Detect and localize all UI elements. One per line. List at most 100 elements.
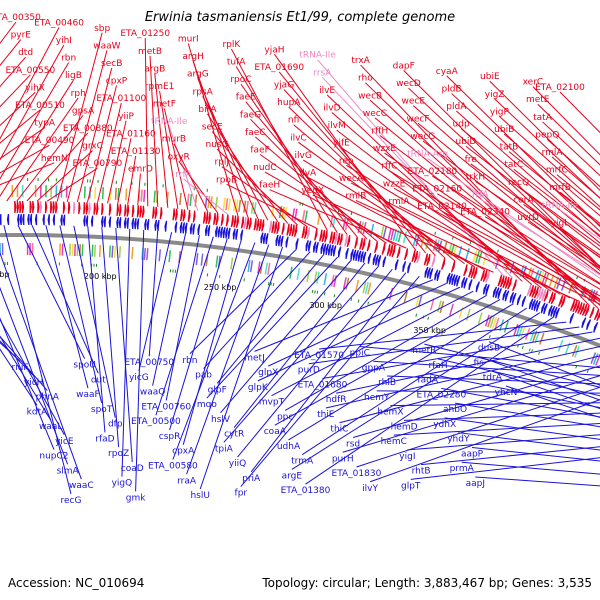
leader-line	[0, 317, 55, 450]
cog-block	[153, 190, 156, 203]
gene-label: hemC	[381, 437, 407, 447]
gene-label: mrfB	[549, 183, 571, 193]
cog-block	[382, 226, 387, 239]
leader-line	[331, 112, 533, 285]
gene-label: ETA_00760	[141, 402, 191, 412]
reverse-gene	[330, 244, 334, 256]
leader-line	[484, 216, 600, 285]
scale-label: 300 kbp	[309, 301, 342, 310]
leader-line	[3, 224, 72, 494]
leader-line	[355, 200, 580, 302]
forward-gene	[291, 224, 295, 237]
gene-label: ETA_01830	[332, 469, 382, 479]
cog-block	[472, 250, 478, 263]
gene-label: rmlB	[345, 191, 366, 201]
gene-label: waaW	[93, 41, 120, 51]
rna-gene	[243, 216, 247, 229]
orf-mark	[219, 274, 221, 278]
forward-gene	[52, 201, 55, 214]
leader-line	[0, 62, 70, 180]
gene-label: faeG	[240, 110, 261, 120]
gene-label: yicE	[55, 437, 74, 447]
leader-line	[0, 340, 35, 377]
gene-label: aapJ	[466, 479, 485, 489]
reverse-gene	[468, 279, 473, 291]
gene-label: spoU	[73, 361, 96, 371]
gene-label: ydhX	[433, 420, 456, 430]
cog-block	[557, 339, 564, 352]
gene-label: rpmE1	[145, 82, 175, 92]
forward-gene	[192, 210, 196, 223]
cog-block	[364, 282, 369, 295]
forward-gene	[324, 230, 328, 243]
leader-line	[475, 476, 600, 487]
cog-block	[16, 185, 19, 198]
reverse-gene	[295, 238, 299, 250]
gene-label: faeE	[236, 93, 256, 103]
orf-mark	[243, 278, 245, 282]
reverse-gene	[154, 219, 158, 231]
cog-block	[71, 243, 74, 256]
leader-line	[0, 44, 65, 161]
orf-mark	[55, 178, 57, 182]
gene-label: waaC	[69, 481, 94, 491]
leader-line	[169, 238, 228, 431]
cog-block	[564, 342, 571, 355]
leader-line	[494, 98, 600, 199]
forward-gene	[548, 291, 554, 304]
orf-mark	[323, 292, 326, 296]
leader-line	[250, 272, 407, 473]
cog-block	[534, 269, 540, 282]
gene-label: corA	[513, 195, 534, 205]
reverse-gene	[108, 216, 112, 228]
gene-label: dut	[91, 375, 106, 385]
gene-label: rbn	[61, 54, 76, 64]
leader-line	[269, 189, 407, 249]
gene-label: ETA_00550	[5, 66, 55, 76]
gene-label: yjaH	[264, 45, 284, 55]
leader-line	[407, 434, 600, 451]
gene-label: ETA_02340	[460, 208, 510, 218]
gene-label: cpxP	[106, 77, 128, 87]
reverse-gene	[27, 214, 30, 226]
orf-mark	[89, 179, 91, 183]
cog-block	[61, 243, 64, 256]
cog-block	[143, 247, 147, 261]
leader-line	[408, 87, 600, 268]
leader-line	[0, 162, 55, 186]
reverse-gene	[504, 290, 510, 302]
forward-gene	[293, 224, 298, 237]
forward-gene	[126, 204, 130, 217]
cog-block	[323, 273, 328, 286]
forward-gene	[154, 206, 158, 219]
forward-gene	[276, 221, 280, 234]
leader-line	[46, 167, 98, 202]
cog-block	[432, 239, 438, 252]
gene-label: rep	[339, 156, 354, 166]
rna-gene	[268, 220, 272, 233]
cog-block	[250, 201, 255, 214]
forward-gene	[101, 203, 104, 216]
forward-gene	[411, 250, 416, 263]
reverse-gene	[146, 219, 150, 231]
forward-gene	[584, 304, 590, 317]
gene-label: ubiE	[480, 72, 500, 82]
gene-label: uvrD	[517, 213, 539, 223]
leader-line	[6, 97, 79, 202]
forward-gene	[354, 236, 358, 249]
reverse-gene	[325, 243, 329, 255]
gene-label: tpiA	[215, 444, 234, 454]
leader-line	[505, 385, 600, 419]
gene-label: yhdY	[447, 435, 470, 445]
cog-block	[521, 265, 528, 278]
reverse-gene	[260, 232, 264, 244]
cog-block	[168, 250, 172, 263]
forward-gene	[288, 223, 293, 237]
reverse-gene	[118, 217, 122, 229]
reverse-gene	[495, 287, 500, 299]
gene-label: rpoC	[230, 75, 251, 85]
reverse-gene	[222, 227, 226, 239]
leader-line	[144, 38, 149, 207]
cog-block	[186, 193, 190, 206]
orf-mark	[488, 335, 491, 339]
